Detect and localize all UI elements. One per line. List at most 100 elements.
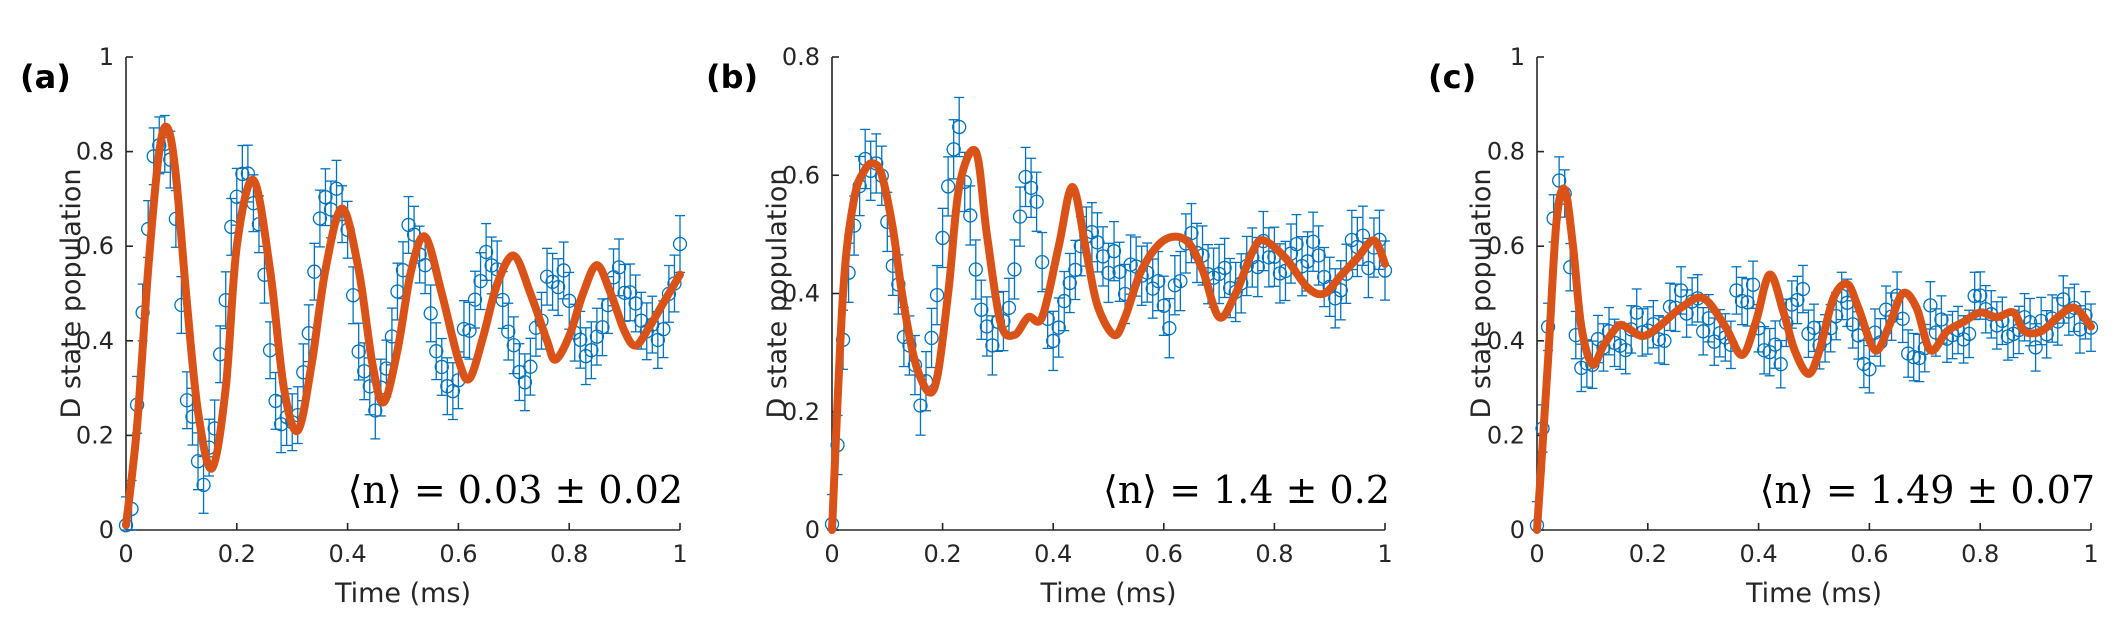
data-marker — [1773, 357, 1788, 372]
data-marker — [1001, 300, 1017, 316]
data-marker — [473, 273, 488, 289]
data-marker — [478, 244, 494, 260]
data-marker — [952, 119, 967, 135]
data-marker — [1629, 305, 1644, 320]
data-point — [462, 301, 477, 360]
data-marker — [1768, 337, 1783, 352]
x-tick-label: 0.2 — [1629, 540, 1667, 568]
data-marker — [1961, 326, 1977, 342]
y-axis-label: D state population — [1466, 168, 1497, 418]
data-marker — [968, 262, 983, 277]
data-marker — [1333, 283, 1348, 298]
data-marker — [929, 287, 945, 303]
data-point — [1311, 225, 1326, 286]
data-marker — [1106, 244, 1122, 259]
data-point — [434, 337, 449, 396]
data-marker — [517, 375, 533, 390]
x-tick-label: 0.6 — [1850, 540, 1888, 568]
data-point — [1756, 325, 1772, 375]
y-tick-label: 0.2 — [76, 421, 114, 449]
data-marker — [1934, 312, 1949, 327]
data-marker — [235, 166, 250, 182]
x-tick-label: 0.2 — [924, 540, 962, 568]
x-tick-label: 0 — [824, 540, 839, 568]
data-marker — [562, 293, 577, 308]
data-point — [1923, 281, 1938, 330]
data-marker — [1862, 362, 1877, 377]
x-tick-label: 0.6 — [439, 540, 477, 568]
x-tick-label: 0.4 — [329, 540, 367, 568]
data-marker — [1261, 250, 1277, 265]
data-marker — [672, 236, 688, 252]
data-point — [1906, 332, 1921, 382]
data-marker — [2056, 292, 2071, 307]
x-tick-label: 1 — [672, 540, 687, 568]
data-marker — [1012, 209, 1028, 224]
x-tick-label: 0 — [118, 540, 133, 568]
data-marker — [1162, 321, 1177, 336]
data-point — [196, 455, 211, 514]
data-point — [963, 185, 978, 246]
data-marker — [974, 302, 989, 317]
data-point — [478, 222, 494, 281]
data-point — [946, 119, 961, 180]
data-marker — [307, 264, 322, 279]
data-marker — [2028, 340, 2043, 355]
x-tick-label: 0.8 — [1961, 540, 1999, 568]
data-marker — [329, 181, 344, 196]
data-marker — [1305, 234, 1321, 249]
data-point — [1151, 250, 1166, 312]
data-point — [979, 296, 994, 357]
x-axis-label: Time (ms) — [334, 578, 471, 609]
data-point — [1106, 220, 1122, 282]
data-marker — [1355, 228, 1371, 243]
data-marker — [429, 344, 444, 359]
data-marker — [1311, 248, 1326, 263]
data-marker — [556, 263, 571, 278]
data-point — [1057, 270, 1072, 332]
data-marker — [935, 230, 950, 246]
data-marker — [963, 208, 978, 223]
data-marker — [268, 393, 283, 409]
data-marker — [924, 330, 939, 346]
data-point — [307, 242, 322, 301]
data-marker — [1145, 281, 1160, 296]
data-marker — [611, 260, 627, 275]
data-marker — [1217, 260, 1232, 276]
data-marker — [1046, 333, 1061, 349]
data-point — [1012, 186, 1028, 247]
y-tick-label: 0.4 — [76, 327, 114, 355]
data-marker — [440, 379, 455, 394]
data-point — [1328, 268, 1343, 329]
y-tick-label: 0.4 — [1487, 327, 1525, 355]
data-marker — [434, 359, 449, 375]
data-marker — [940, 179, 956, 194]
data-marker — [1651, 332, 1667, 347]
x-tick-label: 0.4 — [1034, 540, 1072, 568]
data-marker — [1740, 295, 1755, 310]
data-point — [1162, 297, 1177, 359]
data-marker — [1657, 333, 1672, 348]
data-marker — [1068, 262, 1083, 278]
data-marker — [1856, 356, 1872, 372]
data-point — [213, 325, 228, 384]
data-point — [539, 247, 555, 306]
data-marker — [1300, 254, 1315, 269]
y-tick-label: 0.6 — [1487, 232, 1525, 260]
x-tick-label: 0.6 — [1145, 540, 1183, 568]
data-point — [1046, 310, 1061, 372]
data-marker — [501, 324, 516, 339]
data-point — [440, 357, 455, 416]
y-tick-label: 0.2 — [1487, 421, 1525, 449]
y-tick-label: 1 — [99, 43, 114, 71]
data-marker — [1734, 293, 1750, 309]
data-point — [940, 156, 956, 217]
data-marker — [1618, 342, 1633, 358]
y-tick-label: 0.8 — [782, 43, 820, 71]
data-marker — [273, 417, 289, 432]
data-marker — [1057, 293, 1072, 309]
data-point — [622, 263, 638, 322]
data-marker — [1034, 254, 1050, 270]
y-tick-label: 0.2 — [782, 398, 820, 426]
x-axis-label: Time (ms) — [1039, 578, 1176, 609]
